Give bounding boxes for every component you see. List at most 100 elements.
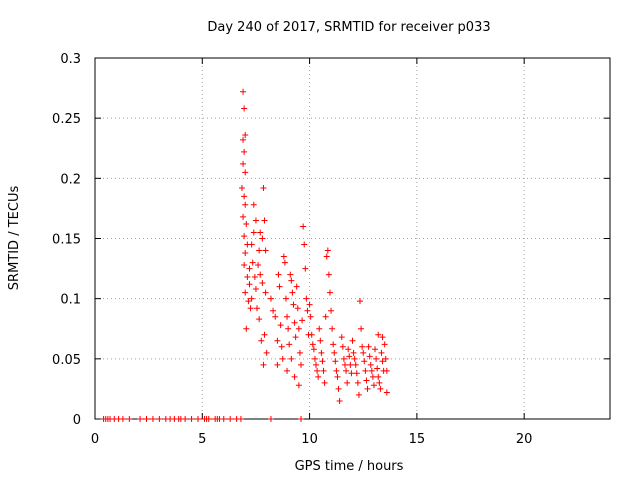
data-point bbox=[242, 249, 249, 256]
data-point bbox=[238, 184, 245, 191]
data-point bbox=[365, 343, 372, 350]
grid bbox=[95, 58, 610, 419]
data-point bbox=[349, 337, 356, 344]
data-point bbox=[119, 416, 126, 422]
data-point bbox=[262, 247, 269, 254]
data-point bbox=[258, 337, 265, 344]
data-point bbox=[363, 377, 370, 384]
data-point bbox=[344, 379, 351, 386]
data-point bbox=[360, 349, 367, 356]
x-tick-label: 10 bbox=[301, 432, 318, 447]
y-tick-label: 0.3 bbox=[60, 52, 81, 67]
data-point bbox=[257, 229, 264, 236]
data-point bbox=[319, 358, 326, 365]
data-point bbox=[287, 271, 294, 278]
data-point bbox=[256, 316, 263, 323]
data-point bbox=[314, 367, 321, 374]
data-point bbox=[251, 274, 258, 281]
data-point bbox=[281, 259, 288, 266]
data-point bbox=[237, 416, 244, 422]
data-point bbox=[347, 361, 354, 368]
data-point bbox=[220, 416, 227, 422]
data-point bbox=[323, 253, 330, 260]
data-point bbox=[242, 289, 249, 296]
data-point bbox=[248, 241, 255, 248]
data-point bbox=[241, 193, 248, 200]
x-tick-label: 5 bbox=[198, 432, 206, 447]
data-point bbox=[352, 361, 359, 368]
data-point bbox=[242, 201, 249, 208]
data-point bbox=[359, 343, 366, 350]
data-point bbox=[126, 416, 133, 422]
data-point bbox=[317, 337, 324, 344]
data-point bbox=[345, 346, 352, 353]
data-point bbox=[330, 341, 337, 348]
data-point bbox=[341, 361, 348, 368]
data-point bbox=[300, 223, 307, 230]
x-axis: 0 5 10 15 20 bbox=[91, 58, 533, 447]
data-point bbox=[293, 283, 300, 290]
data-point bbox=[246, 281, 253, 288]
data-point bbox=[295, 382, 302, 389]
data-point bbox=[374, 365, 381, 372]
data-point bbox=[329, 325, 336, 332]
data-point bbox=[240, 136, 247, 143]
data-point bbox=[326, 289, 333, 296]
data-point bbox=[246, 265, 253, 272]
data-point bbox=[247, 305, 254, 312]
data-point bbox=[255, 261, 262, 268]
data-point bbox=[261, 331, 268, 338]
data-point bbox=[252, 217, 259, 224]
data-point bbox=[298, 361, 304, 368]
data-point bbox=[275, 271, 282, 278]
data-point bbox=[328, 307, 335, 314]
data-point bbox=[307, 313, 314, 320]
data-point bbox=[290, 301, 297, 308]
data-point bbox=[369, 373, 376, 380]
data-point bbox=[261, 217, 268, 224]
data-point bbox=[295, 325, 302, 332]
data-point bbox=[302, 265, 309, 272]
data-point bbox=[250, 201, 257, 208]
data-point bbox=[182, 416, 189, 422]
data-point bbox=[270, 307, 277, 314]
data-point bbox=[156, 416, 163, 422]
y-axis-label: SRMTID / TECUs bbox=[7, 186, 22, 291]
data-point bbox=[367, 361, 374, 368]
data-point bbox=[379, 358, 386, 365]
data-point bbox=[375, 331, 382, 338]
x-tick-label: 0 bbox=[91, 432, 99, 447]
data-point bbox=[240, 88, 247, 95]
data-point bbox=[378, 349, 385, 356]
data-point bbox=[280, 253, 287, 260]
data-point bbox=[284, 367, 291, 374]
data-point bbox=[309, 341, 316, 348]
data-point bbox=[267, 416, 274, 422]
y-axis: 0 0.05 0.1 0.15 0.2 0.25 0.3 bbox=[52, 52, 610, 428]
data-point bbox=[272, 313, 279, 320]
data-point bbox=[311, 355, 318, 362]
data-point bbox=[285, 325, 292, 332]
data-point bbox=[296, 349, 303, 356]
data-point bbox=[294, 305, 301, 312]
data-point bbox=[375, 373, 382, 380]
data-point bbox=[288, 355, 295, 362]
data-point bbox=[249, 259, 256, 266]
data-point bbox=[355, 391, 362, 398]
data-point bbox=[336, 397, 343, 404]
data-point bbox=[298, 416, 304, 422]
data-point bbox=[227, 416, 234, 422]
data-point bbox=[260, 184, 267, 191]
data-point bbox=[313, 361, 320, 368]
data-point bbox=[358, 325, 365, 332]
data-point bbox=[149, 416, 156, 422]
data-point bbox=[338, 334, 345, 341]
x-tick-label: 20 bbox=[516, 432, 533, 447]
data-point bbox=[252, 286, 259, 293]
data-point bbox=[243, 221, 250, 228]
data-point bbox=[292, 334, 299, 341]
data-point bbox=[333, 367, 340, 374]
data-point bbox=[244, 274, 251, 281]
y-tick-label: 0.25 bbox=[52, 112, 81, 127]
